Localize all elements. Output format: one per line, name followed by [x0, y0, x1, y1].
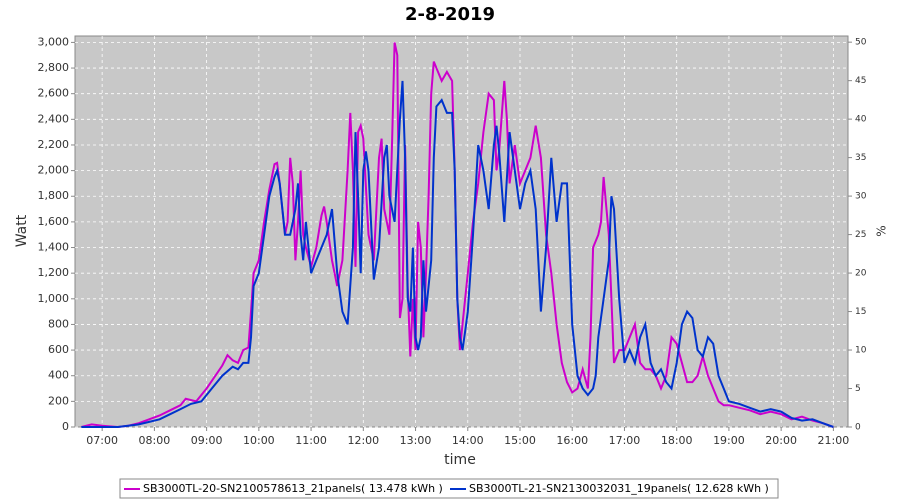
x-tick-label: 07:00 — [86, 434, 118, 447]
x-tick-label: 15:00 — [504, 434, 536, 447]
y2-tick-label: 45 — [855, 76, 866, 86]
legend — [119, 478, 779, 499]
y-tick-label: 200 — [48, 394, 69, 407]
x-tick-label: 17:00 — [609, 434, 641, 447]
y2-tick-label: 5 — [855, 384, 861, 394]
y2-tick-label: 20 — [855, 269, 867, 279]
y-tick-label: 1,200 — [38, 266, 70, 279]
x-tick-label: 09:00 — [191, 434, 223, 447]
y2-tick-label: 10 — [855, 346, 867, 356]
y2-tick-label: 0 — [855, 423, 861, 433]
y-tick-label: 2,400 — [38, 112, 70, 125]
x-tick-label: 19:00 — [713, 434, 745, 447]
x-tick-label: 14:00 — [452, 434, 484, 447]
x-tick-label: 21:00 — [818, 434, 850, 447]
y2-tick-label: 50 — [855, 38, 867, 48]
y-tick-label: 2,800 — [38, 61, 70, 74]
x-tick-label: 20:00 — [765, 434, 797, 447]
y2-tick-label: 35 — [855, 153, 866, 163]
series-line — [81, 80, 834, 428]
y2-axis-label: % — [875, 225, 889, 236]
y-tick-label: 1,600 — [38, 215, 70, 228]
y2-tick-label: 15 — [855, 307, 866, 317]
x-tick-label: 18:00 — [661, 434, 693, 447]
series-line — [81, 42, 834, 429]
x-tick-label: 11:00 — [295, 434, 327, 447]
y-tick-label: 2,200 — [38, 138, 70, 151]
legend-label: SB3000TL-20-SN2100578613_21panels( 13.47… — [143, 482, 443, 495]
y-tick-label: 1,000 — [38, 292, 70, 305]
y2-tick-label: 40 — [855, 115, 867, 125]
x-tick-label: 10:00 — [243, 434, 275, 447]
y-axis-label: Watt — [14, 214, 30, 247]
y-tick-label: 1,800 — [38, 189, 70, 202]
y-tick-label: 2,600 — [38, 87, 70, 100]
y2-tick-label: 30 — [855, 192, 867, 202]
y-tick-label: 1,400 — [38, 241, 70, 254]
y-tick-label: 400 — [48, 369, 69, 382]
y2-tick-label: 25 — [855, 230, 866, 240]
x-tick-label: 16:00 — [556, 434, 588, 447]
y-tick-label: 2,000 — [38, 164, 70, 177]
y-tick-label: 0 — [62, 420, 69, 433]
x-axis-label: time — [444, 452, 476, 468]
plot-area — [74, 35, 849, 428]
y-tick-label: 800 — [48, 317, 69, 330]
y-tick-label: 3,000 — [38, 35, 70, 48]
y-tick-label: 600 — [48, 343, 69, 356]
x-tick-label: 13:00 — [400, 434, 432, 447]
x-tick-label: 12:00 — [347, 434, 379, 447]
legend-label: SB3000TL-21-SN2130032031_19panels( 12.62… — [469, 482, 769, 495]
chart-title: 2-8-2019 — [405, 4, 495, 25]
x-tick-label: 08:00 — [139, 434, 171, 447]
